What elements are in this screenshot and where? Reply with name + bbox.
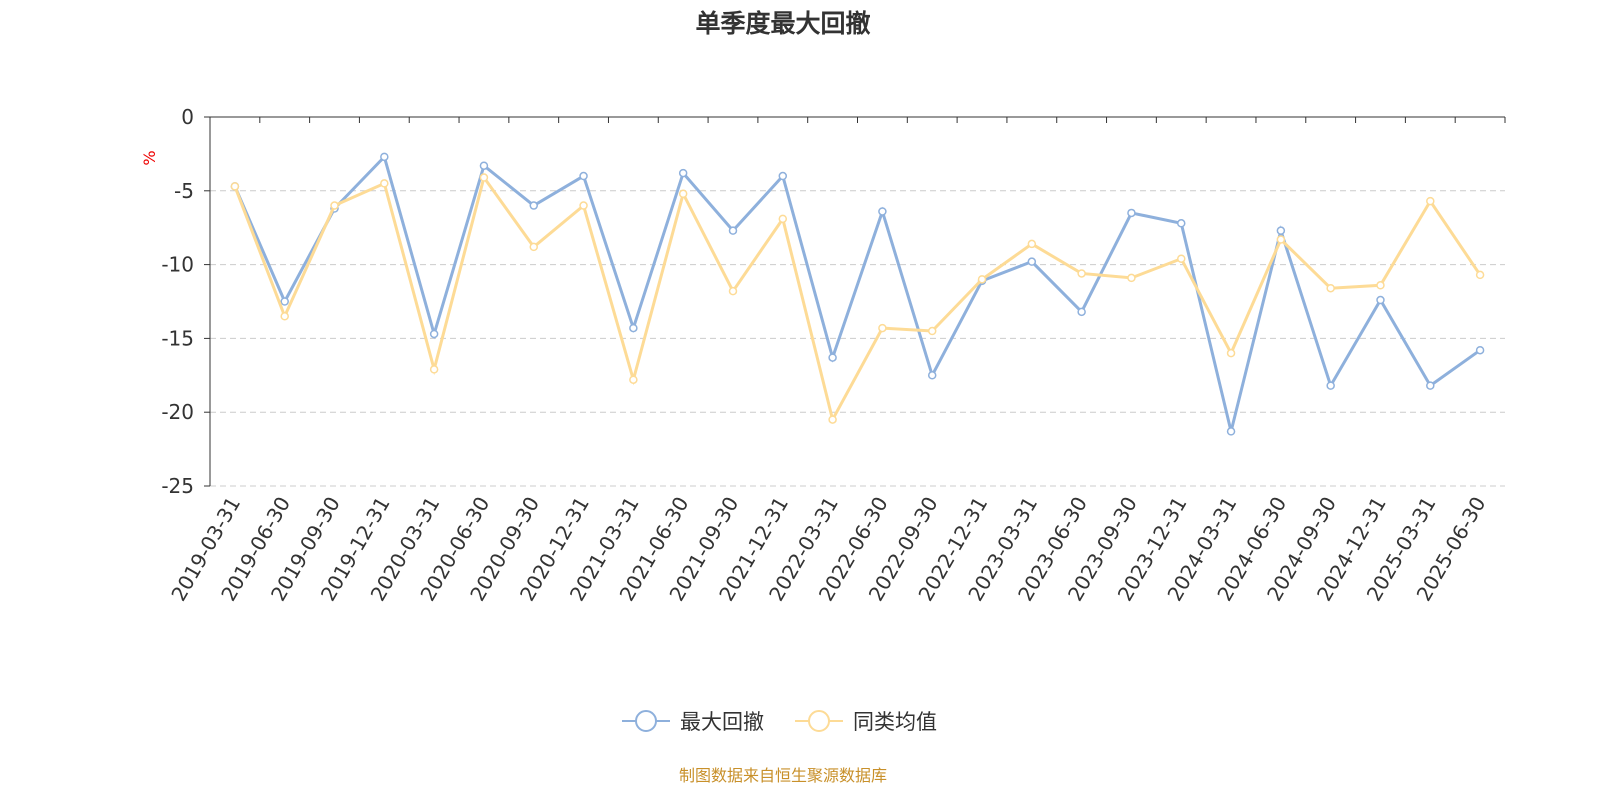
legend-label: 同类均值 <box>853 710 937 734</box>
data-point <box>1027 257 1037 266</box>
data-point <box>629 375 638 384</box>
data-point <box>1226 348 1236 358</box>
series-line-1 <box>233 153 1481 432</box>
chart-title: 单季度最大回撤 <box>695 9 871 38</box>
data-point <box>1426 196 1435 206</box>
data-point <box>280 312 289 321</box>
data-point <box>927 371 937 380</box>
y-tick-label: -25 <box>161 474 194 498</box>
data-point <box>479 173 489 182</box>
y-tick-label: -10 <box>161 253 194 277</box>
data-point <box>1475 270 1485 280</box>
data-point <box>1177 254 1186 263</box>
data-point <box>1426 381 1435 390</box>
data-point <box>529 201 538 210</box>
data-point <box>529 242 538 252</box>
data-point <box>977 275 987 284</box>
data-point <box>1475 345 1485 355</box>
data-point <box>380 152 389 162</box>
data-point <box>1276 235 1286 244</box>
data-point <box>629 323 638 333</box>
data-point <box>728 286 738 296</box>
data-point <box>1027 239 1037 249</box>
data-point <box>230 182 240 191</box>
legend-circle-icon <box>635 710 657 732</box>
y-tick-label: 0 <box>181 105 194 129</box>
data-point <box>828 415 837 424</box>
data-point <box>778 171 788 181</box>
series-line-2 <box>233 174 1482 424</box>
data-point <box>1326 381 1335 390</box>
data-point <box>579 201 588 210</box>
data-point <box>728 226 738 235</box>
data-point <box>479 161 489 170</box>
data-point <box>1177 219 1186 228</box>
data-point <box>1376 281 1385 290</box>
data-point <box>280 297 289 306</box>
data-point <box>878 207 887 216</box>
legend-label: 最大回撤 <box>680 710 764 734</box>
y-tick-label: -15 <box>161 326 194 350</box>
data-point <box>1376 295 1385 305</box>
legend-circle-icon <box>808 710 830 732</box>
y-axis-label: % <box>140 150 159 165</box>
data-point <box>828 353 837 362</box>
data-point <box>1326 283 1335 293</box>
data-point <box>1276 226 1286 235</box>
data-point <box>330 201 339 210</box>
data-point <box>878 323 887 333</box>
data-point <box>1077 269 1086 278</box>
data-point <box>678 189 688 199</box>
data-point <box>1077 307 1086 317</box>
data-point <box>927 326 937 336</box>
data-point <box>678 168 688 178</box>
source-note: 制图数据来自恒生聚源数据库 <box>678 766 887 785</box>
y-tick-label: -5 <box>174 179 194 203</box>
y-tick-label: -20 <box>161 400 194 424</box>
data-point <box>429 329 439 339</box>
data-point <box>579 171 588 181</box>
data-point <box>380 179 389 188</box>
data-point <box>429 365 439 374</box>
data-point <box>778 214 788 224</box>
data-point <box>1127 208 1136 218</box>
data-point <box>1226 427 1236 436</box>
data-point <box>1127 273 1136 283</box>
